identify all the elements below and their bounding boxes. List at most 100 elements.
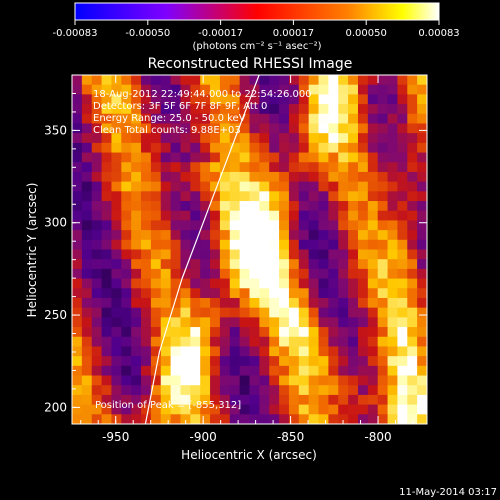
heatmap-cell: [288, 356, 300, 367]
heatmap-cell: [131, 181, 142, 192]
heatmap-cell: [308, 385, 320, 396]
heatmap-cell: [91, 288, 103, 299]
heatmap-cell: [308, 84, 320, 95]
heatmap-cell: [377, 317, 389, 328]
heatmap-cell: [249, 414, 260, 424]
heatmap-cell: [91, 152, 103, 163]
heatmap-cell: [367, 75, 379, 86]
heatmap-cell: [219, 123, 231, 134]
heatmap-cell: [357, 75, 369, 86]
heatmap-cell: [279, 123, 290, 134]
heatmap-cell: [318, 123, 329, 134]
heatmap-cell: [308, 210, 320, 222]
heatmap-cell: [111, 327, 122, 338]
heatmap-cell: [180, 104, 191, 115]
heatmap-cell: [131, 307, 142, 318]
heatmap-cell: [249, 171, 260, 183]
heatmap-cell: [288, 414, 300, 424]
heatmap-cell: [338, 181, 349, 192]
heatmap-cell: [190, 288, 201, 299]
heatmap-cell: [387, 84, 399, 95]
heatmap-cell: [180, 84, 191, 95]
heatmap-cell: [397, 327, 408, 338]
heatmap-cell: [407, 317, 418, 328]
heatmap-cell: [357, 152, 369, 163]
heatmap-cell: [190, 356, 201, 367]
heatmap-cell: [269, 239, 280, 251]
heatmap-cell: [111, 220, 122, 231]
heatmap-cell: [121, 104, 132, 115]
heatmap-cell: [387, 104, 399, 115]
heatmap-cell: [417, 297, 427, 309]
heatmap-cell: [160, 307, 172, 318]
heatmap-cell: [367, 162, 379, 173]
heatmap-cell: [417, 152, 427, 163]
heatmap-cell: [180, 191, 191, 202]
heatmap-cell: [190, 152, 201, 163]
heatmap-cell: [387, 356, 399, 367]
heatmap-cell: [219, 94, 231, 105]
heatmap-cell: [180, 268, 191, 280]
heatmap-cell: [338, 404, 349, 415]
heatmap-cell: [131, 346, 142, 357]
heatmap-cell: [318, 220, 329, 231]
heatmap-cell: [239, 404, 251, 415]
heatmap-cell: [229, 220, 241, 231]
heatmap-cell: [397, 307, 408, 318]
heatmap-cell: [121, 230, 132, 241]
heatmap-cell: [417, 278, 427, 289]
heatmap-cell: [170, 356, 182, 367]
heatmap-cell: [367, 317, 379, 328]
heatmap-cell: [200, 123, 211, 134]
heatmap-cell: [249, 75, 260, 86]
heatmap-cell: [81, 394, 93, 406]
heatmap-cell: [377, 152, 389, 163]
heatmap-cell: [407, 249, 418, 260]
annotation-detectors: Detectors: 3F 5F 6F 7F 8F 9F, Att 0: [93, 101, 267, 112]
heatmap-cell: [91, 104, 103, 115]
heatmap-cell: [348, 75, 359, 86]
heatmap-cell: [111, 375, 122, 386]
heatmap-cell: [318, 346, 329, 357]
heatmap-cell: [160, 181, 172, 192]
heatmap-cell: [377, 346, 389, 357]
heatmap-cell: [308, 394, 320, 406]
heatmap-cell: [279, 356, 290, 367]
heatmap-cell: [259, 327, 270, 338]
heatmap-cell: [101, 220, 113, 231]
heatmap-cell: [377, 336, 389, 348]
heatmap-cell: [81, 239, 93, 251]
colorbar-unit-label: (photons cm⁻² s⁻¹ asec⁻²): [192, 41, 321, 52]
heatmap-cell: [367, 123, 379, 134]
heatmap-cell: [348, 385, 359, 396]
heatmap-cell: [308, 327, 320, 338]
heatmap-cell: [141, 210, 152, 222]
heatmap-cell: [357, 239, 369, 251]
heatmap-cell: [249, 278, 260, 289]
heatmap-cell: [407, 336, 418, 348]
heatmap-cell: [210, 113, 221, 125]
heatmap-cell: [338, 249, 349, 260]
heatmap-cell: [357, 346, 369, 357]
heatmap-cell: [348, 181, 359, 192]
heatmap-cell: [288, 278, 300, 289]
heatmap-cell: [121, 75, 132, 86]
heatmap-cell: [219, 230, 231, 241]
heatmap-cell: [121, 201, 132, 212]
heatmap-cell: [72, 249, 83, 260]
heatmap-cell: [417, 327, 427, 338]
heatmap-cell: [219, 288, 231, 299]
heatmap-cell: [141, 249, 152, 260]
heatmap-cell: [259, 220, 270, 231]
heatmap-cell: [279, 288, 290, 299]
heatmap-cell: [357, 414, 369, 424]
heatmap-cell: [229, 346, 241, 357]
heatmap-cell: [229, 249, 241, 260]
heatmap-cell: [91, 404, 103, 415]
heatmap-cell: [101, 297, 113, 309]
heatmap-cell: [101, 171, 113, 183]
heatmap-cell: [357, 123, 369, 134]
heatmap-cell: [81, 327, 93, 338]
heatmap-cell: [288, 191, 300, 202]
solar-limb-curve: [144, 75, 260, 424]
